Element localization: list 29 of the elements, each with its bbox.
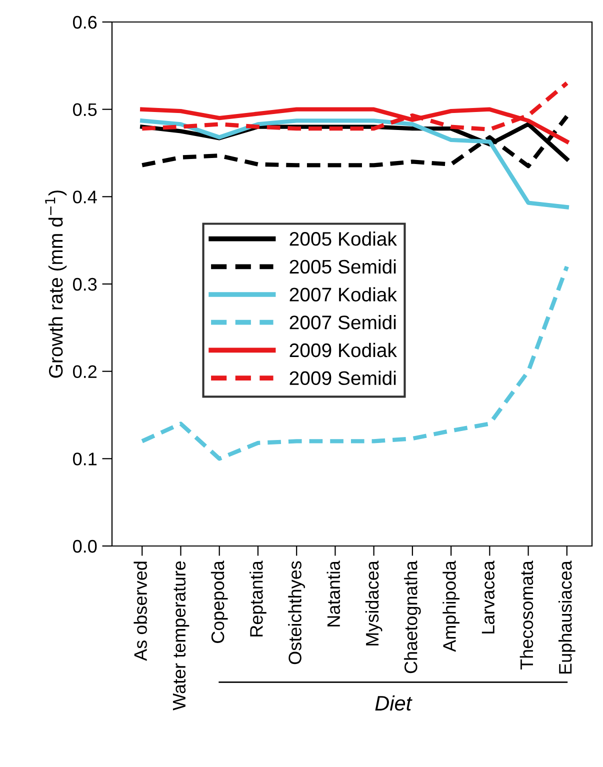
x-tick-label: Mysidacea bbox=[365, 560, 382, 646]
x-tick-label: Chaetognatha bbox=[404, 560, 421, 674]
legend-label: 2009 Kodiak bbox=[290, 342, 397, 358]
y-tick-label: 0.3 bbox=[73, 278, 97, 291]
y-tick-label: 0.4 bbox=[73, 190, 97, 204]
y-tick-label: 0.5 bbox=[73, 103, 97, 116]
legend-label: 2007 Semidi bbox=[290, 315, 396, 330]
x-tick-label: Copepoda bbox=[210, 560, 228, 643]
y-tick-label: 0.1 bbox=[73, 452, 97, 466]
x-tick-label: Larvacea bbox=[482, 560, 495, 634]
legend-label: 2009 Semidi bbox=[290, 370, 396, 386]
legend-label: 2005 Kodiak bbox=[290, 232, 397, 246]
y-axis-title: Growth rate (mm d$^{−1}$) bbox=[45, 190, 67, 378]
y-tick-label: 0.6 bbox=[73, 16, 97, 29]
x-tick-label: Thecosomata bbox=[520, 560, 534, 670]
y-tick-label: 0.2 bbox=[73, 365, 97, 378]
x-tick-label: Reptantia bbox=[250, 560, 266, 636]
x-tick-label: Euphausiacea bbox=[558, 560, 576, 674]
y-tick-label: 0.0 bbox=[73, 540, 97, 553]
line-series bbox=[140, 118, 569, 210]
legend-label: 2005 Semidi bbox=[290, 259, 396, 274]
legend-label: 2007 Kodiak bbox=[290, 287, 397, 302]
x-tick-label: Amphipoda bbox=[442, 560, 460, 652]
text: Diet bbox=[375, 695, 412, 711]
x-tick-label: As observed bbox=[134, 562, 147, 661]
x-tick-label: Natantia bbox=[326, 560, 340, 626]
x-tick-label: Water temperature bbox=[172, 561, 190, 710]
x-tick-label: Osteichthyes bbox=[288, 561, 305, 664]
line-series bbox=[140, 114, 569, 168]
